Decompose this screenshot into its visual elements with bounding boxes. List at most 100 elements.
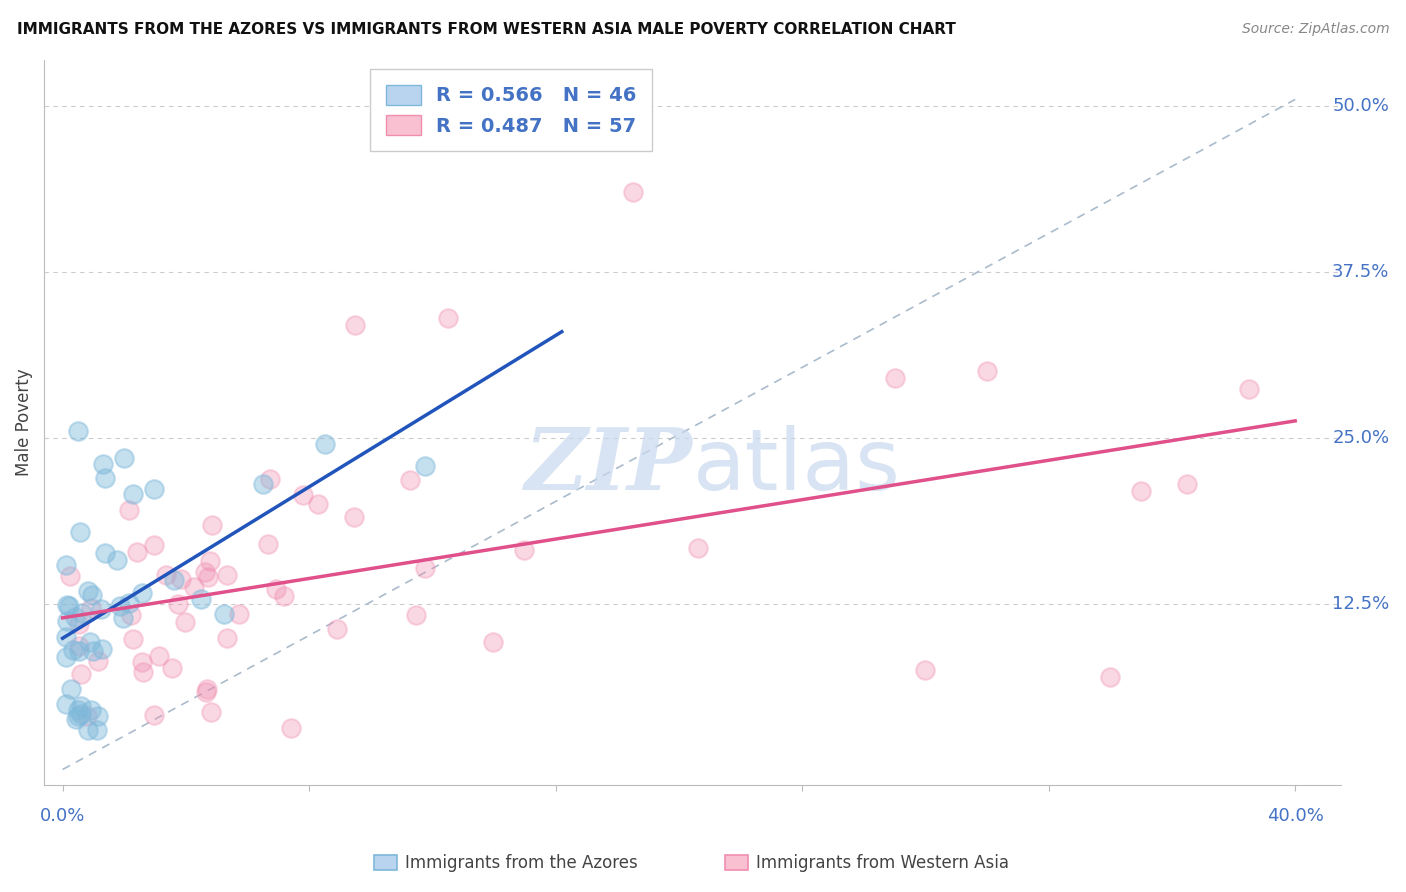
Point <box>59 568 82 582</box>
Y-axis label: Male Poverty: Male Poverty <box>15 368 32 476</box>
Text: Source: ZipAtlas.com: Source: ZipAtlas.com <box>1241 22 1389 37</box>
Point <box>686 541 709 555</box>
Point <box>105 553 128 567</box>
Point <box>72 607 94 621</box>
Bar <box>725 855 748 871</box>
Point <box>143 708 166 723</box>
Point <box>413 561 436 575</box>
Text: 40.0%: 40.0% <box>1267 806 1323 824</box>
Point <box>343 509 366 524</box>
Point <box>79 635 101 649</box>
Point <box>160 661 183 675</box>
Text: IMMIGRANTS FROM THE AZORES VS IMMIGRANTS FROM WESTERN ASIA MALE POVERTY CORRELAT: IMMIGRANTS FROM THE AZORES VS IMMIGRANTS… <box>17 22 956 37</box>
Point <box>65 712 87 726</box>
Point <box>481 635 503 649</box>
Point <box>166 597 188 611</box>
Point <box>200 706 222 720</box>
Point <box>252 477 274 491</box>
Point <box>63 610 86 624</box>
Point <box>62 643 84 657</box>
Text: Immigrants from the Azores: Immigrants from the Azores <box>405 854 638 871</box>
Point <box>314 437 336 451</box>
Point <box>66 424 89 438</box>
Text: 12.5%: 12.5% <box>1331 595 1389 613</box>
Point <box>77 584 100 599</box>
Point <box>143 538 166 552</box>
Point <box>197 570 219 584</box>
Point <box>56 598 79 612</box>
Point <box>513 543 536 558</box>
Point <box>112 450 135 465</box>
Point <box>131 655 153 669</box>
Point <box>195 685 218 699</box>
Point <box>307 497 329 511</box>
Point <box>67 644 90 658</box>
Text: atlas: atlas <box>693 425 901 508</box>
Point <box>70 666 93 681</box>
Point <box>183 580 205 594</box>
Point <box>976 364 998 378</box>
Point <box>215 631 238 645</box>
Bar <box>374 855 396 871</box>
Point <box>1237 382 1260 396</box>
Point <box>195 681 218 696</box>
Point <box>80 703 103 717</box>
Point <box>436 311 458 326</box>
Point <box>66 703 89 717</box>
Point <box>80 600 103 615</box>
Point <box>121 486 143 500</box>
Text: 37.5%: 37.5% <box>1331 263 1389 281</box>
Point <box>108 599 131 614</box>
Point <box>94 546 117 560</box>
Point <box>82 644 104 658</box>
Point <box>125 545 148 559</box>
Point <box>201 518 224 533</box>
Point <box>55 630 77 644</box>
Point <box>67 639 90 653</box>
Point <box>148 649 170 664</box>
Point <box>399 473 422 487</box>
Point <box>212 607 235 622</box>
Point <box>80 588 103 602</box>
Point <box>405 608 427 623</box>
Point <box>90 602 112 616</box>
Point <box>264 582 287 596</box>
Point <box>413 459 436 474</box>
Point <box>344 318 367 332</box>
Point <box>76 709 98 723</box>
Point <box>228 607 250 622</box>
Point <box>259 472 281 486</box>
Point <box>66 709 89 723</box>
Point <box>190 592 212 607</box>
Legend: R = 0.566   N = 46, R = 0.487   N = 57: R = 0.566 N = 46, R = 0.487 N = 57 <box>370 70 652 152</box>
Point <box>1130 483 1153 498</box>
Point <box>215 568 238 582</box>
Text: Immigrants from Western Asia: Immigrants from Western Asia <box>756 854 1010 871</box>
Point <box>91 458 114 472</box>
Point <box>142 482 165 496</box>
Point <box>94 471 117 485</box>
Point <box>273 589 295 603</box>
Point <box>87 654 110 668</box>
Text: 25.0%: 25.0% <box>1331 429 1389 447</box>
Point <box>1175 477 1198 491</box>
Point <box>163 573 186 587</box>
Point <box>69 525 91 540</box>
Point <box>55 558 77 573</box>
Point <box>70 706 93 721</box>
Point <box>155 567 177 582</box>
Point <box>914 663 936 677</box>
Text: 50.0%: 50.0% <box>1331 97 1389 115</box>
Point <box>55 697 77 711</box>
Point <box>91 641 114 656</box>
Point <box>60 681 83 696</box>
Point <box>121 632 143 646</box>
Point <box>55 649 77 664</box>
Point <box>170 572 193 586</box>
Point <box>292 488 315 502</box>
Point <box>86 723 108 737</box>
Point <box>621 186 644 200</box>
Point <box>194 565 217 579</box>
Point <box>58 599 80 613</box>
Point <box>67 617 90 632</box>
